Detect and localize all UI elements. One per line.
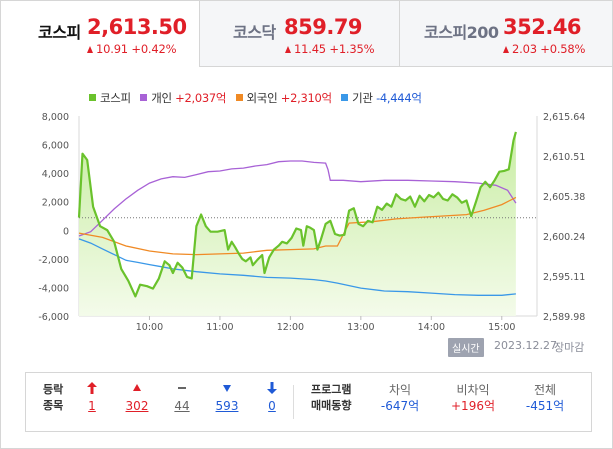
tab-kospi200[interactable]: 코스피200 352.46 2.03 +0.58% <box>400 1 612 67</box>
intraday-chart[interactable]: 8,000 6,000 4,000 2,000 0 -2,000 -4,000 -6,000 2… <box>1 101 612 336</box>
program-non-arbitrage: 비차익 +196억 <box>438 382 508 414</box>
x-tick-label: 15:00 <box>488 322 515 333</box>
advance-decline-label: 등락 종목 <box>43 383 64 412</box>
kospi-area <box>79 131 516 316</box>
legend-value: +2,037억 <box>175 91 227 105</box>
decline-count[interactable]: 593 <box>215 399 239 413</box>
unchanged-stat[interactable]: 44 <box>162 382 202 414</box>
legend-item-individual[interactable]: 개인 +2,037억 <box>140 90 226 106</box>
program-value: -647억 <box>380 399 420 413</box>
tab-name: 코스닥 <box>233 23 276 42</box>
legend-swatch <box>235 94 243 101</box>
unchanged-count[interactable]: 44 <box>174 399 190 413</box>
y-right-tick-label: 2,589.98 <box>543 312 585 323</box>
tab-price: 352.46 <box>503 15 582 39</box>
tab-change: 10.91 +0.42% <box>87 42 177 56</box>
institution-line <box>78 238 516 296</box>
legend-swatch <box>89 94 96 101</box>
lower-limit-stat[interactable]: 0 <box>252 382 292 414</box>
legend-swatch <box>140 94 148 101</box>
chart-legend: 코스피 개인 +2,037억 외국인 +2,310억 기관 -4,444억 <box>89 90 428 106</box>
market-summary: 등락 종목 1 302 44 593 <box>25 372 592 432</box>
program-arbitrage: 차익 -647억 <box>365 382 435 414</box>
y-left-tick-label: 6,000 <box>42 141 69 152</box>
x-tick-label: 13:00 <box>347 322 374 333</box>
tab-change: 2.03 +0.58% <box>503 42 585 56</box>
y-right-tick-label: 2,610.51 <box>543 152 585 163</box>
tab-change-text: 10.91 +0.42% <box>96 42 177 56</box>
up-triangle-icon <box>503 46 509 53</box>
market-session: 장마감 <box>554 341 585 354</box>
up-triangle-icon <box>117 382 157 398</box>
upper-limit-stat[interactable]: 1 <box>72 382 112 414</box>
y-left-tick-label: -4,000 <box>38 283 69 294</box>
y-right-tick-label: 2,605.38 <box>543 192 585 203</box>
up-triangle-icon <box>87 46 93 53</box>
upper-limit-arrow-icon <box>72 382 112 398</box>
legend-item-kospi[interactable]: 코스피 <box>89 90 131 106</box>
y-left-tick-label: -6,000 <box>38 312 69 323</box>
y-left-tick-label: -2,000 <box>38 255 69 266</box>
tab-change-text: 2.03 +0.58% <box>512 42 586 56</box>
program-trading-label: 프로그램 매매동향 <box>311 383 352 412</box>
legend-value: +2,310억 <box>280 91 332 105</box>
legend-item-institution[interactable]: 기관 -4,444억 <box>341 90 422 106</box>
y-left-tick-label: 4,000 <box>42 169 69 180</box>
realtime-badge: 실시간 <box>448 338 484 357</box>
foreign-line <box>78 196 517 256</box>
tab-change-text: 11.45 +1.35% <box>294 42 375 56</box>
up-triangle-icon <box>285 46 291 53</box>
tab-kospi[interactable]: 코스피 2,613.50 10.91 +0.42% <box>1 1 200 67</box>
advance-count[interactable]: 302 <box>125 399 149 413</box>
program-heading: 전체 <box>533 383 557 397</box>
legend-value: -4,444억 <box>376 91 422 105</box>
y-left-tick-label: 0 <box>63 226 69 237</box>
tab-kosdaq[interactable]: 코스닥 859.79 11.45 +1.35% <box>200 1 400 67</box>
x-tick-label: 11:00 <box>206 322 233 333</box>
lower-limit-arrow-icon <box>252 382 292 398</box>
advance-stat[interactable]: 302 <box>117 382 157 414</box>
lower-limit-count[interactable]: 0 <box>268 399 276 413</box>
program-heading: 비차익 <box>456 383 490 397</box>
x-tick-label: 12:00 <box>277 322 304 333</box>
index-tabs: 코스피 2,613.50 10.91 +0.42% 코스닥 859.79 11.… <box>1 1 612 67</box>
kospi-line <box>77 131 517 298</box>
down-triangle-icon <box>207 382 247 398</box>
program-value: -451억 <box>525 399 565 413</box>
program-total: 전체 -451억 <box>510 382 580 414</box>
legend-label: 외국인 <box>246 91 278 105</box>
tab-name: 코스피200 <box>424 23 499 42</box>
program-value: +196억 <box>451 399 495 413</box>
legend-swatch <box>341 94 349 101</box>
upper-limit-count[interactable]: 1 <box>88 399 96 413</box>
divider <box>293 385 294 419</box>
x-tick-label: 14:00 <box>418 322 445 333</box>
y-left-tick-label: 2,000 <box>42 198 69 209</box>
legend-label: 코스피 <box>100 91 131 105</box>
y-right-tick-label: 2,600.24 <box>543 232 585 243</box>
decline-stat[interactable]: 593 <box>207 382 247 414</box>
program-heading: 차익 <box>388 383 412 397</box>
y-right-tick-label: 2,595.11 <box>543 272 585 283</box>
tab-price: 859.79 <box>284 15 363 39</box>
x-tick-label: 10:00 <box>136 322 163 333</box>
individual-line <box>78 160 517 237</box>
y-left-tick-label: 8,000 <box>42 112 69 123</box>
tab-change: 11.45 +1.35% <box>285 42 375 56</box>
unchanged-dash-icon <box>162 382 202 398</box>
chart-date: 2023.12.27 <box>494 339 557 352</box>
tab-name: 코스피 <box>38 23 81 42</box>
y-right-tick-label: 2,615.64 <box>543 112 585 123</box>
legend-item-foreign[interactable]: 외국인 +2,310억 <box>235 90 332 106</box>
tab-price: 2,613.50 <box>87 15 187 39</box>
legend-label: 기관 <box>352 91 373 105</box>
legend-label: 개인 <box>151 91 172 105</box>
